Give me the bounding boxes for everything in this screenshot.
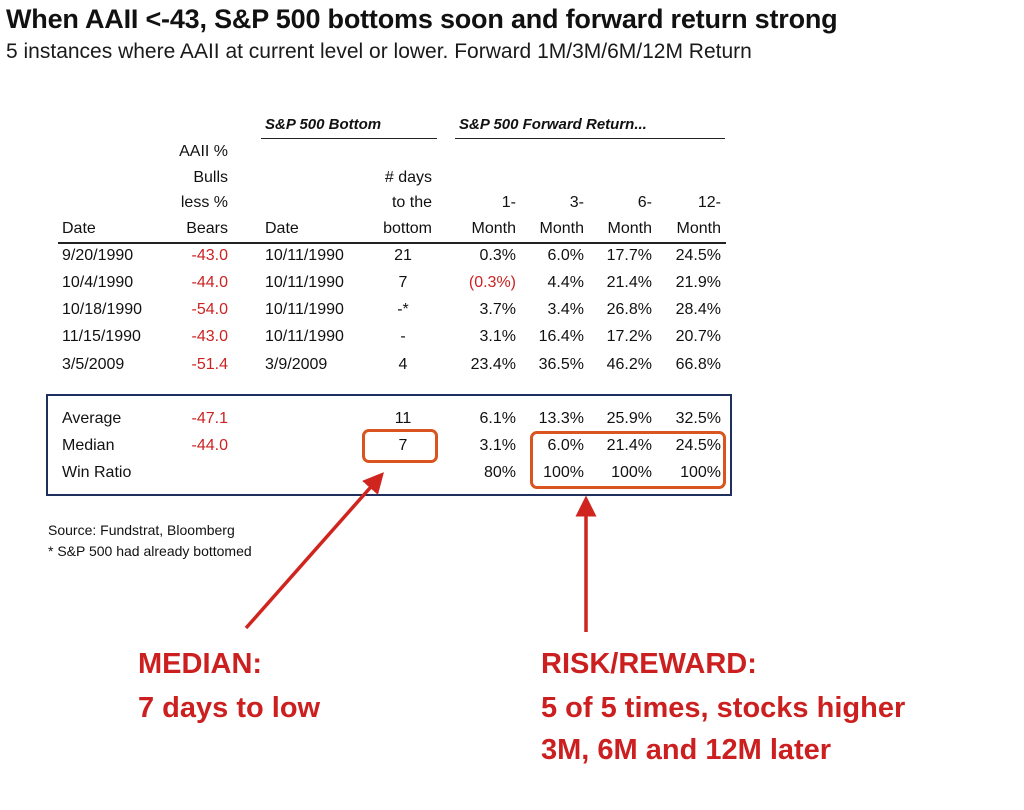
header-3m-line1: 3- [569,194,584,211]
group-underline-bottom [261,138,437,139]
median-callout-line1: MEDIAN: [138,648,263,680]
cell-aaii: -51.4 [191,356,228,373]
cell-days: 4 [398,356,408,373]
cell-1m: 0.3% [479,247,516,264]
risk-callout-line2: 5 of 5 times, stocks higher [541,692,906,724]
cell-6m: 17.7% [606,247,652,264]
cell-days: -* [397,301,409,318]
cell-1m: 3.7% [479,301,516,318]
cell-3m: 36.5% [538,356,584,373]
page-subtitle: 5 instances where AAII at current level … [6,40,752,63]
summary-label: Win Ratio [62,464,132,481]
header-aaii-line4: Bears [186,220,228,237]
summary-1m: 3.1% [479,437,516,454]
summary-aaii: -44.0 [191,437,228,454]
risk-reward-highlight [530,431,726,489]
cell-bottom-date: 10/11/1990 [265,247,344,264]
median-days-highlight [362,429,438,463]
header-rule [58,242,726,244]
cell-bottom-date: 10/11/1990 [265,301,344,318]
group-header-bottom: S&P 500 Bottom [265,116,382,133]
cell-date: 11/15/1990 [62,328,141,345]
cell-6m: 26.8% [606,301,652,318]
page-title: When AAII <-43, S&P 500 bottoms soon and… [6,4,838,34]
summary-6m: 21.4% [606,437,652,454]
header-1m-line1: 1- [501,194,516,211]
summary-aaii: -47.1 [191,410,228,427]
cell-days: 7 [398,274,408,291]
cell-date: 10/18/1990 [62,301,143,318]
summary-12m: 32.5% [675,410,721,427]
cell-date: 3/5/2009 [62,356,125,373]
cell-aaii: -43.0 [191,247,228,264]
group-underline-forward [455,138,725,139]
header-aaii-line1: AAII % [179,143,228,160]
cell-days: - [400,328,406,345]
summary-6m: 100% [611,464,652,481]
cell-12m: 24.5% [675,247,721,264]
header-3m-line2: Month [539,220,584,237]
summary-box [46,394,732,496]
cell-aaii: -44.0 [191,274,228,291]
header-days-line2: to the [391,194,432,211]
summary-days: 11 [394,410,412,427]
cell-12m: 20.7% [675,328,721,345]
cell-bottom-date: 3/9/2009 [265,356,328,373]
median-callout-line2: 7 days to low [138,692,321,724]
summary-1m: 6.1% [479,410,516,427]
summary-12m: 100% [680,464,721,481]
footnote: * S&P 500 had already bottomed [48,543,252,559]
cell-12m: 28.4% [675,301,721,318]
cell-bottom-date: 10/11/1990 [265,274,344,291]
median-arrow [244,472,384,630]
summary-3m: 6.0% [547,437,584,454]
summary-1m: 80% [483,464,516,481]
cell-3m: 16.4% [538,328,584,345]
risk-callout-line1: RISK/REWARD: [541,648,757,680]
summary-label: Median [62,437,115,454]
cell-aaii: -43.0 [191,328,228,345]
summary-label: Average [62,410,122,427]
header-6m-line2: Month [607,220,652,237]
cell-bottom-date: 10/11/1990 [265,328,344,345]
cell-3m: 6.0% [547,247,584,264]
cell-days: 21 [394,247,412,264]
cell-date: 9/20/1990 [62,247,134,264]
header-1m-line2: Month [471,220,516,237]
cell-date: 10/4/1990 [62,274,134,291]
cell-aaii: -54.0 [191,301,228,318]
header-bottom-date: Date [265,220,299,237]
summary-days: 7 [398,437,408,454]
cell-6m: 17.2% [606,328,652,345]
cell-3m: 3.4% [547,301,584,318]
summary-6m: 25.9% [606,410,652,427]
header-days-line1: # days [384,169,432,186]
cell-1m: (0.3%) [468,274,516,291]
cell-6m: 46.2% [606,356,652,373]
header-date: Date [62,220,96,237]
header-aaii-line3: less % [180,194,228,211]
header-12m-line2: Month [676,220,721,237]
group-header-forward: S&P 500 Forward Return... [459,116,647,133]
header-days-line3: bottom [383,220,432,237]
cell-12m: 66.8% [675,356,721,373]
header-6m-line1: 6- [637,194,652,211]
risk-callout-line3: 3M, 6M and 12M later [541,734,832,766]
summary-12m: 24.5% [675,437,721,454]
cell-1m: 23.4% [470,356,516,373]
header-12m-line1: 12- [697,194,721,211]
cell-1m: 3.1% [479,328,516,345]
source-note: Source: Fundstrat, Bloomberg [48,522,235,538]
header-aaii-line2: Bulls [193,169,228,186]
cell-6m: 21.4% [606,274,652,291]
summary-3m: 13.3% [538,410,584,427]
cell-12m: 21.9% [675,274,721,291]
summary-3m: 100% [543,464,584,481]
cell-3m: 4.4% [547,274,584,291]
